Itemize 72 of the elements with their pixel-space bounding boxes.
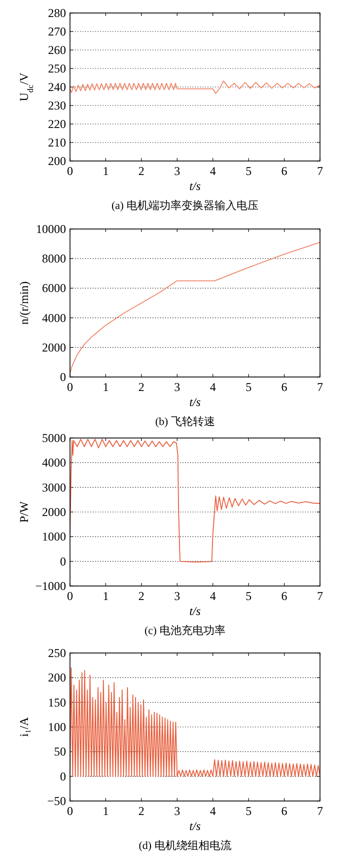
line-series xyxy=(70,242,320,374)
line-series xyxy=(70,667,320,777)
x-tick-label: 6 xyxy=(281,164,288,178)
y-tick-label: 270 xyxy=(48,24,66,38)
x-tick-label: 3 xyxy=(174,164,180,178)
y-tick-label: 150 xyxy=(48,695,66,710)
y-axis-title: i₁/A xyxy=(17,716,31,737)
x-tick-label: 2 xyxy=(138,589,144,603)
x-tick-label: 5 xyxy=(246,380,252,394)
x-tick-label: 3 xyxy=(174,804,180,818)
x-tick-label: 3 xyxy=(174,589,180,603)
x-tick-label: 4 xyxy=(210,164,216,178)
y-tick-label: 0 xyxy=(60,370,66,384)
y-tick-label: 100 xyxy=(48,720,66,734)
y-tick-label: 10000 xyxy=(36,222,66,236)
x-axis-title: t/s xyxy=(189,179,201,193)
x-tick-label: 7 xyxy=(317,380,323,394)
y-tick-label: 220 xyxy=(48,117,66,131)
x-axis-title: t/s xyxy=(189,395,201,409)
x-axis-title: t/s xyxy=(189,604,201,618)
x-tick-label: 4 xyxy=(210,589,216,603)
y-tick-label: 4000 xyxy=(42,310,66,325)
y-tick-label: 260 xyxy=(48,43,66,57)
y-tick-label: 6000 xyxy=(42,281,66,296)
y-tick-label: 1000 xyxy=(42,530,66,544)
y-tick-label: 200 xyxy=(48,670,66,685)
x-tick-label: 5 xyxy=(246,804,252,818)
y-tick-label: 250 xyxy=(48,646,66,660)
x-tick-label: 1 xyxy=(102,589,109,603)
line-series xyxy=(70,80,320,94)
text: (b) 飞轮转速 xyxy=(155,415,215,428)
text: (d) 电机绕组相电流 xyxy=(138,839,232,852)
x-tick-label: 7 xyxy=(317,804,323,818)
x-tick-label: 3 xyxy=(174,380,180,394)
y-tick-label: 2000 xyxy=(42,505,66,519)
y-tick-label: 0 xyxy=(60,554,66,568)
y-tick-label: 8000 xyxy=(42,252,66,266)
x-tick-label: 1 xyxy=(102,804,109,818)
x-tick-label: 2 xyxy=(138,164,144,178)
x-tick-label: 6 xyxy=(281,804,288,818)
x-tick-label: 5 xyxy=(246,164,252,178)
line-series xyxy=(70,438,320,563)
y-tick-label: 5000 xyxy=(42,431,66,445)
x-tick-label: 4 xyxy=(210,380,216,394)
x-tick-label: 1 xyxy=(102,164,109,178)
y-tick-label: 280 xyxy=(48,6,66,20)
y-axis-title: n/(r/min) xyxy=(17,281,31,325)
y-tick-label: 230 xyxy=(48,98,66,112)
x-tick-label: 6 xyxy=(281,380,288,394)
y-tick-label: 250 xyxy=(48,62,66,76)
y-tick-label: 4000 xyxy=(42,456,66,470)
y-tick-label: −50 xyxy=(47,794,66,808)
x-tick-label: 2 xyxy=(138,804,144,818)
x-tick-label: 4 xyxy=(210,804,216,818)
x-tick-label: 6 xyxy=(281,589,288,603)
x-tick-label: 7 xyxy=(317,589,323,603)
text: (c) 电池充电功率 xyxy=(144,624,226,637)
y-tick-label: 200 xyxy=(48,154,66,168)
y-tick-label: 50 xyxy=(54,744,66,759)
y-tick-label: 0 xyxy=(60,769,66,784)
x-tick-label: 5 xyxy=(246,589,252,603)
y-tick-label: 3000 xyxy=(42,480,66,494)
y-axis-title: P/W xyxy=(17,500,31,523)
x-axis-title: t/s xyxy=(189,819,201,833)
text: (a) 电机端功率变换器输入电压 xyxy=(112,199,258,212)
y-tick-label: −1000 xyxy=(35,579,66,593)
y-tick-label: 240 xyxy=(48,80,66,94)
x-tick-label: 2 xyxy=(138,380,144,394)
x-tick-label: 1 xyxy=(102,380,109,394)
y-tick-label: 2000 xyxy=(42,340,66,354)
x-tick-label: 7 xyxy=(317,164,323,178)
y-tick-label: 210 xyxy=(48,136,66,150)
